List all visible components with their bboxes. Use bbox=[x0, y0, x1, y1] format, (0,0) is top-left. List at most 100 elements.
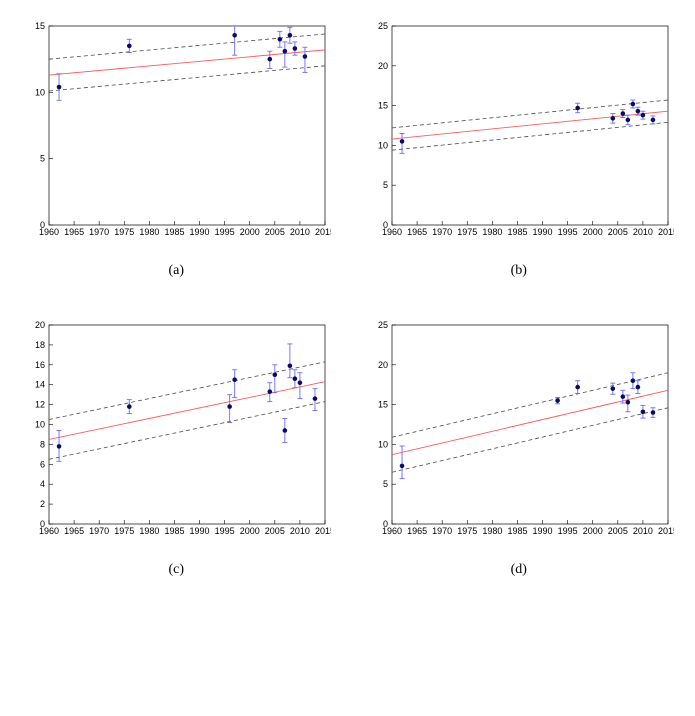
xtick-label: 1985 bbox=[165, 526, 185, 536]
xtick-label: 2005 bbox=[608, 526, 628, 536]
xtick-label: 2005 bbox=[608, 227, 628, 237]
ytick-label: 6 bbox=[40, 459, 45, 469]
data-marker bbox=[127, 404, 132, 409]
data-marker bbox=[293, 46, 298, 51]
ytick-label: 25 bbox=[378, 320, 388, 330]
xtick-label: 2015 bbox=[315, 526, 331, 536]
data-marker bbox=[620, 111, 625, 116]
xtick-label: 1990 bbox=[532, 526, 552, 536]
data-marker bbox=[610, 386, 615, 391]
upper-band bbox=[392, 373, 668, 437]
xtick-label: 2010 bbox=[290, 227, 310, 237]
xtick-label: 1995 bbox=[557, 227, 577, 237]
panel-caption: (d) bbox=[511, 562, 527, 578]
data-marker bbox=[283, 428, 288, 433]
ytick-label: 15 bbox=[378, 101, 388, 111]
data-marker bbox=[57, 85, 62, 90]
xtick-label: 1965 bbox=[407, 526, 427, 536]
data-marker bbox=[620, 394, 625, 399]
panel-b: 1960196519701975198019851990199520002005… bbox=[363, 20, 676, 309]
ytick-label: 0 bbox=[40, 519, 45, 529]
panel-a: 1960196519701975198019851990199520002005… bbox=[20, 20, 333, 309]
xtick-label: 1965 bbox=[64, 227, 84, 237]
ytick-label: 14 bbox=[35, 380, 45, 390]
data-marker bbox=[650, 410, 655, 415]
xtick-label: 2000 bbox=[240, 526, 260, 536]
data-marker bbox=[288, 363, 293, 368]
data-marker bbox=[273, 372, 278, 377]
data-marker bbox=[268, 57, 273, 62]
xtick-label: 1970 bbox=[432, 227, 452, 237]
ytick-label: 15 bbox=[35, 21, 45, 31]
ytick-label: 10 bbox=[35, 87, 45, 97]
ytick-label: 8 bbox=[40, 439, 45, 449]
data-marker bbox=[303, 54, 308, 59]
xtick-label: 1980 bbox=[140, 526, 160, 536]
upper-band bbox=[392, 100, 668, 128]
xtick-label: 1975 bbox=[457, 227, 477, 237]
xtick-label: 1975 bbox=[115, 227, 135, 237]
data-marker bbox=[298, 380, 303, 385]
data-marker bbox=[293, 376, 298, 381]
plot-frame bbox=[392, 325, 668, 524]
ytick-label: 0 bbox=[383, 519, 388, 529]
data-marker bbox=[625, 118, 630, 123]
data-marker bbox=[625, 400, 630, 405]
xtick-label: 1975 bbox=[115, 526, 135, 536]
chart-panel-c: 1960196519701975198019851990199520002005… bbox=[21, 319, 331, 544]
xtick-label: 1970 bbox=[89, 526, 109, 536]
xtick-label: 2000 bbox=[582, 227, 602, 237]
xtick-label: 1980 bbox=[140, 227, 160, 237]
xtick-label: 2000 bbox=[582, 526, 602, 536]
ytick-label: 5 bbox=[40, 154, 45, 164]
xtick-label: 2010 bbox=[633, 526, 653, 536]
xtick-label: 2015 bbox=[658, 526, 674, 536]
data-marker bbox=[630, 102, 635, 107]
xtick-label: 1995 bbox=[215, 227, 235, 237]
data-marker bbox=[635, 385, 640, 390]
ytick-label: 15 bbox=[378, 400, 388, 410]
xtick-label: 1990 bbox=[532, 227, 552, 237]
panel-caption: (b) bbox=[511, 263, 527, 279]
ytick-label: 10 bbox=[378, 439, 388, 449]
lower-band bbox=[392, 408, 668, 472]
data-marker bbox=[575, 385, 580, 390]
chart-panel-b: 1960196519701975198019851990199520002005… bbox=[364, 20, 674, 245]
ytick-label: 20 bbox=[35, 320, 45, 330]
xtick-label: 1980 bbox=[482, 526, 502, 536]
xtick-label: 2015 bbox=[315, 227, 331, 237]
lower-band bbox=[392, 122, 668, 150]
xtick-label: 1985 bbox=[165, 227, 185, 237]
chart-panel-d: 1960196519701975198019851990199520002005… bbox=[364, 319, 674, 544]
data-marker bbox=[399, 139, 404, 144]
xtick-label: 2005 bbox=[265, 526, 285, 536]
data-marker bbox=[635, 109, 640, 114]
ytick-label: 0 bbox=[40, 220, 45, 230]
data-marker bbox=[640, 113, 645, 118]
ytick-label: 10 bbox=[378, 140, 388, 150]
data-marker bbox=[283, 49, 288, 54]
xtick-label: 1985 bbox=[507, 227, 527, 237]
data-marker bbox=[610, 116, 615, 121]
xtick-label: 1970 bbox=[432, 526, 452, 536]
ytick-label: 12 bbox=[35, 400, 45, 410]
lower-band bbox=[49, 66, 325, 91]
plot-frame bbox=[49, 26, 325, 225]
xtick-label: 2005 bbox=[265, 227, 285, 237]
ytick-label: 20 bbox=[378, 61, 388, 71]
upper-band bbox=[49, 34, 325, 59]
panel-d: 1960196519701975198019851990199520002005… bbox=[363, 319, 676, 608]
fit-line bbox=[392, 390, 668, 454]
xtick-label: 1990 bbox=[190, 526, 210, 536]
xtick-label: 1980 bbox=[482, 227, 502, 237]
data-marker bbox=[399, 464, 404, 469]
xtick-label: 1975 bbox=[457, 526, 477, 536]
ytick-label: 25 bbox=[378, 21, 388, 31]
data-marker bbox=[127, 44, 132, 49]
xtick-label: 2010 bbox=[290, 526, 310, 536]
panel-caption: (a) bbox=[168, 263, 184, 279]
ytick-label: 10 bbox=[35, 420, 45, 430]
xtick-label: 2015 bbox=[658, 227, 674, 237]
data-marker bbox=[233, 33, 238, 38]
ytick-label: 5 bbox=[383, 180, 388, 190]
